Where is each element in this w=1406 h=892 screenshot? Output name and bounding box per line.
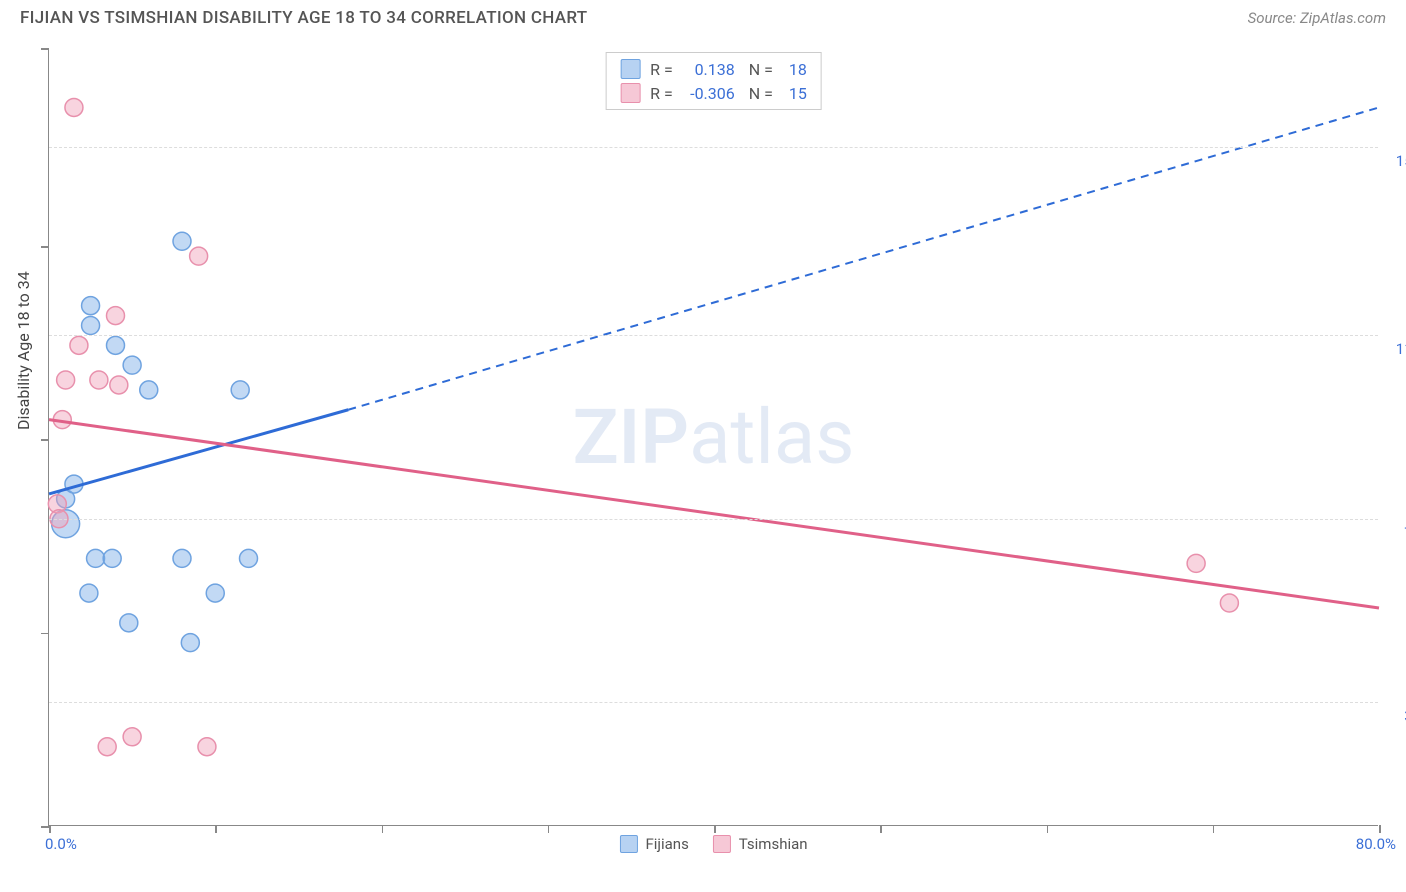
data-point	[123, 356, 141, 374]
gridline-h	[49, 519, 1378, 520]
data-point	[198, 738, 216, 756]
x-axis-tick	[548, 825, 550, 833]
x-axis-tick	[1379, 825, 1381, 833]
data-point	[206, 584, 224, 602]
data-point	[82, 317, 100, 335]
y-tick-label: 15.0%	[1396, 152, 1406, 170]
n-label: N =	[741, 84, 773, 103]
legend-stats-text-0: R = 0.138 N = 18	[650, 60, 807, 79]
y-tick-label: 11.2%	[1396, 340, 1406, 358]
legend-series: Fijians Tsimshian	[619, 835, 807, 853]
legend-swatch-sm-fijians	[619, 835, 637, 853]
n-label: N =	[741, 60, 773, 79]
data-point	[240, 549, 258, 567]
x-axis-tick	[215, 825, 217, 833]
data-point	[87, 549, 105, 567]
gridline-h	[49, 147, 1378, 148]
r-label: R =	[650, 84, 673, 103]
legend-item-fijians: Fijians	[619, 835, 688, 853]
x-max-label: 80.0%	[1356, 835, 1396, 853]
legend-swatch-fijians	[620, 59, 640, 79]
regression-line	[49, 410, 348, 494]
r-value-1: -0.306	[679, 84, 735, 103]
y-axis-tick	[41, 439, 49, 441]
y-axis-tick	[41, 48, 49, 50]
data-point	[1220, 594, 1238, 612]
n-value-0: 18	[779, 60, 807, 79]
data-point	[80, 584, 98, 602]
x-axis-tick	[49, 825, 51, 833]
x-axis-tick	[1047, 825, 1049, 833]
legend-stats: R = 0.138 N = 18 R = -0.306 N = 15	[605, 52, 822, 110]
y-axis-tick	[41, 826, 49, 828]
data-point	[107, 336, 125, 354]
data-point	[103, 549, 121, 567]
legend-label-tsimshian: Tsimshian	[739, 835, 808, 853]
gridline-h	[49, 702, 1378, 703]
y-axis-label: Disability Age 18 to 34	[14, 271, 33, 430]
x-axis-tick	[382, 825, 384, 833]
data-point	[110, 376, 128, 394]
source-label: Source: ZipAtlas.com	[1248, 9, 1386, 27]
legend-stats-row-1: R = -0.306 N = 15	[620, 83, 807, 103]
data-point	[90, 371, 108, 389]
data-point	[1187, 554, 1205, 572]
data-point	[107, 307, 125, 325]
legend-item-tsimshian: Tsimshian	[713, 835, 808, 853]
data-point	[173, 232, 191, 250]
data-point	[181, 634, 199, 652]
legend-stats-text-1: R = -0.306 N = 15	[650, 84, 807, 103]
data-point	[82, 297, 100, 315]
legend-label-fijians: Fijians	[645, 835, 688, 853]
x-axis-tick	[1213, 825, 1215, 833]
x-axis-tick	[714, 825, 716, 833]
data-point	[120, 614, 138, 632]
regression-line	[49, 420, 1379, 608]
r-value-0: 0.138	[679, 60, 735, 79]
x-axis-tick	[880, 825, 882, 833]
data-point	[190, 247, 208, 265]
data-point	[65, 98, 83, 116]
header: FIJIAN VS TSIMSHIAN DISABILITY AGE 18 TO…	[0, 0, 1406, 38]
chart-title: FIJIAN VS TSIMSHIAN DISABILITY AGE 18 TO…	[20, 8, 587, 28]
legend-swatch-sm-tsimshian	[713, 835, 731, 853]
n-value-1: 15	[779, 84, 807, 103]
data-point	[140, 381, 158, 399]
gridline-h	[49, 335, 1378, 336]
x-min-label: 0.0%	[45, 835, 77, 853]
data-point	[231, 381, 249, 399]
plot-svg	[49, 48, 1378, 825]
legend-swatch-tsimshian	[620, 83, 640, 103]
y-axis-tick	[41, 633, 49, 635]
r-label: R =	[650, 60, 673, 79]
data-point	[123, 728, 141, 746]
legend-stats-row-0: R = 0.138 N = 18	[620, 59, 807, 79]
regression-line-dashed	[348, 107, 1379, 409]
data-point	[173, 549, 191, 567]
data-point	[57, 371, 75, 389]
y-axis-tick	[41, 246, 49, 248]
data-point	[98, 738, 116, 756]
data-point	[70, 336, 88, 354]
chart-plot-area: ZIPatlas R = 0.138 N = 18 R = -0.306 N =…	[48, 48, 1378, 826]
